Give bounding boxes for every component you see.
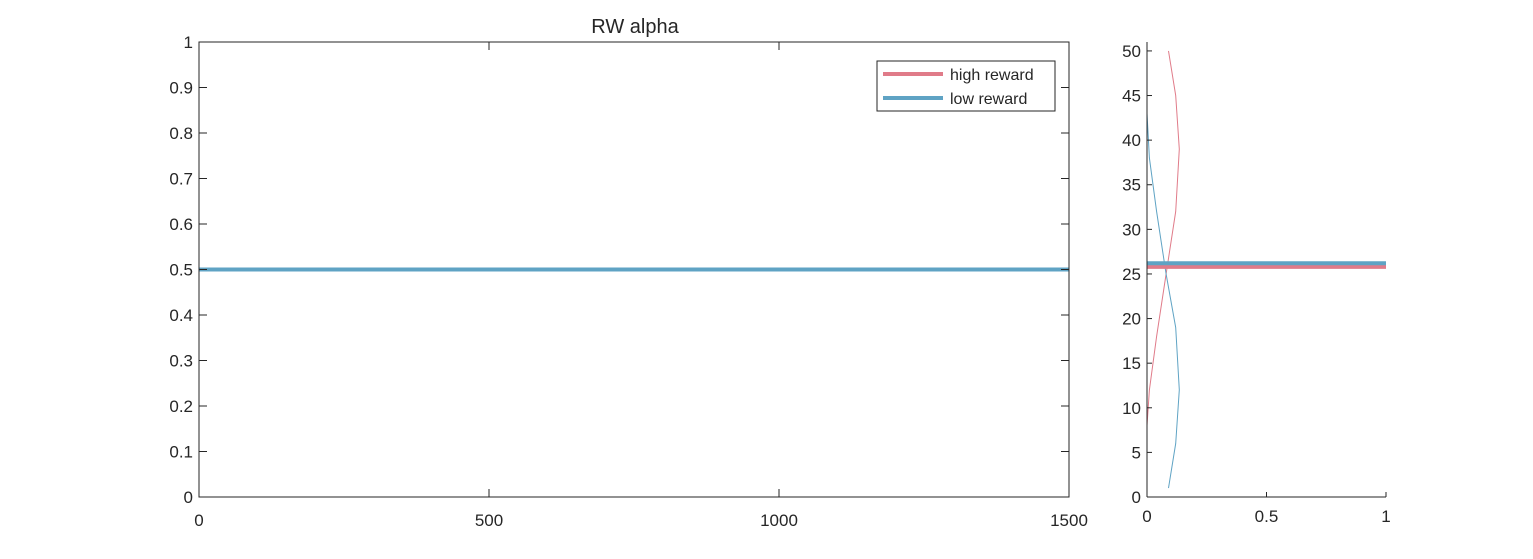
main-y-tick-label: 0.4 bbox=[169, 306, 193, 325]
legend-label-low-reward: low reward bbox=[950, 91, 1027, 108]
main-y-tick-label: 0.5 bbox=[169, 261, 193, 280]
side-y-tick-label: 20 bbox=[1122, 310, 1141, 329]
side-y-tick-label: 40 bbox=[1122, 131, 1141, 150]
side-x-tick-label: 1 bbox=[1381, 507, 1390, 526]
side-y-tick-label: 10 bbox=[1122, 399, 1141, 418]
main-x-tick-label: 0 bbox=[194, 511, 203, 530]
side-x-tick-label: 0.5 bbox=[1255, 507, 1279, 526]
main-y-tick-label: 1 bbox=[184, 33, 193, 52]
legend-box bbox=[876, 60, 1056, 112]
main-y-tick-label: 0.1 bbox=[169, 443, 193, 462]
main-ticks-group: 0 500 1000 1500 0 0.1 0.2 0.3 0.4 0.5 0.6 0.7 0.8 0.9… bbox=[169, 33, 1088, 530]
side-y-tick-label: 25 bbox=[1122, 265, 1141, 284]
main-y-tick-label: 0.7 bbox=[169, 170, 193, 189]
side-y-tick-label: 15 bbox=[1122, 354, 1141, 373]
legend-label-high-reward: high reward bbox=[950, 67, 1034, 84]
main-chart: RW alpha 0 500 1000 1500 0 0.1 0.2 0.3 0.4 0.5 0.6… bbox=[169, 16, 1088, 530]
legend: high reward low reward bbox=[876, 60, 1056, 112]
main-y-tick-label: 0.6 bbox=[169, 215, 193, 234]
side-density-curve-high-reward bbox=[1146, 50, 1180, 489]
main-y-tick-label: 0.8 bbox=[169, 124, 193, 143]
side-y-tick-label: 45 bbox=[1122, 87, 1141, 106]
side-density-curve-low-reward bbox=[1146, 50, 1180, 489]
side-series-group bbox=[1146, 50, 1386, 489]
main-x-tick-label: 500 bbox=[475, 511, 503, 530]
main-y-tick-label: 0 bbox=[184, 488, 193, 507]
main-y-tick-label: 0.3 bbox=[169, 352, 193, 371]
chart-title: RW alpha bbox=[591, 16, 679, 38]
side-y-tick-label: 0 bbox=[1132, 488, 1141, 507]
side-x-tick-label: 0 bbox=[1142, 507, 1151, 526]
side-y-tick-label: 5 bbox=[1132, 443, 1141, 462]
main-x-tick-label: 1500 bbox=[1050, 511, 1088, 530]
main-y-tick-label: 0.9 bbox=[169, 79, 193, 98]
side-y-tick-label: 30 bbox=[1122, 220, 1141, 239]
side-y-tick-label: 50 bbox=[1122, 42, 1141, 61]
main-y-tick-label: 0.2 bbox=[169, 397, 193, 416]
main-x-tick-label: 1000 bbox=[760, 511, 798, 530]
side-y-tick-label: 35 bbox=[1122, 176, 1141, 195]
